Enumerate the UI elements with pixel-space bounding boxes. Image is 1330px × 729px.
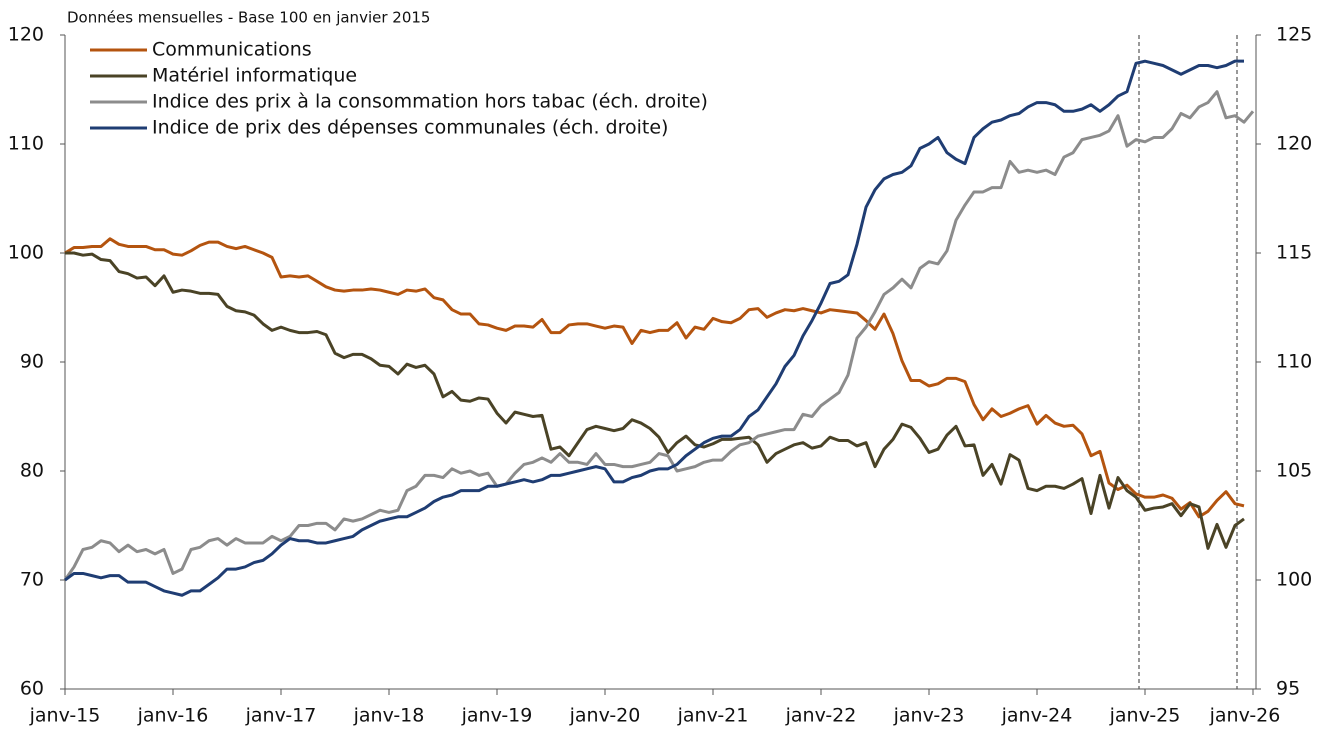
series-line xyxy=(64,59,1244,597)
y2-tick-label: 105 xyxy=(1276,460,1312,482)
chart-title: Données mensuelles - Base 100 en janvier… xyxy=(67,9,430,27)
x-tick-label: janv-24 xyxy=(1001,705,1073,727)
legend-label: Matériel informatique xyxy=(152,65,357,87)
x-tick-label: janv-15 xyxy=(29,705,101,727)
y2-tick-label: 125 xyxy=(1276,24,1312,46)
y2-tick-label: 120 xyxy=(1276,133,1312,155)
y-tick-label: 70 xyxy=(20,569,44,591)
x-tick-label: janv-25 xyxy=(1109,705,1181,727)
x-tick-label: janv-16 xyxy=(137,705,209,727)
x-tick-label: janv-23 xyxy=(893,705,965,727)
legend-label: Indice de prix des dépenses communales (… xyxy=(152,117,668,139)
y2-tick-label: 110 xyxy=(1276,351,1312,373)
x-tick-label: janv-20 xyxy=(569,705,641,727)
series-line xyxy=(64,237,1245,519)
y-tick-label: 120 xyxy=(8,24,44,46)
x-tick-label: janv-22 xyxy=(785,705,857,727)
x-tick-label: janv-18 xyxy=(353,705,425,727)
y2-tick-label: 115 xyxy=(1276,242,1312,264)
y-tick-label: 100 xyxy=(8,242,44,264)
x-tick-label: janv-21 xyxy=(677,705,749,727)
x-tick-label: janv-19 xyxy=(461,705,533,727)
x-tick-label: janv-26 xyxy=(1209,705,1281,727)
series-line xyxy=(63,90,1255,581)
legend-label: Communications xyxy=(152,39,312,61)
y-tick-label: 80 xyxy=(20,460,44,482)
y2-tick-label: 95 xyxy=(1276,678,1300,700)
y-tick-label: 60 xyxy=(20,678,44,700)
y-tick-label: 90 xyxy=(20,351,44,373)
x-tick-label: janv-17 xyxy=(245,705,317,727)
y-tick-label: 110 xyxy=(8,133,44,155)
series-line xyxy=(65,251,1245,550)
y2-tick-label: 100 xyxy=(1276,569,1312,591)
legend-label: Indice des prix à la consommation hors t… xyxy=(152,91,708,113)
